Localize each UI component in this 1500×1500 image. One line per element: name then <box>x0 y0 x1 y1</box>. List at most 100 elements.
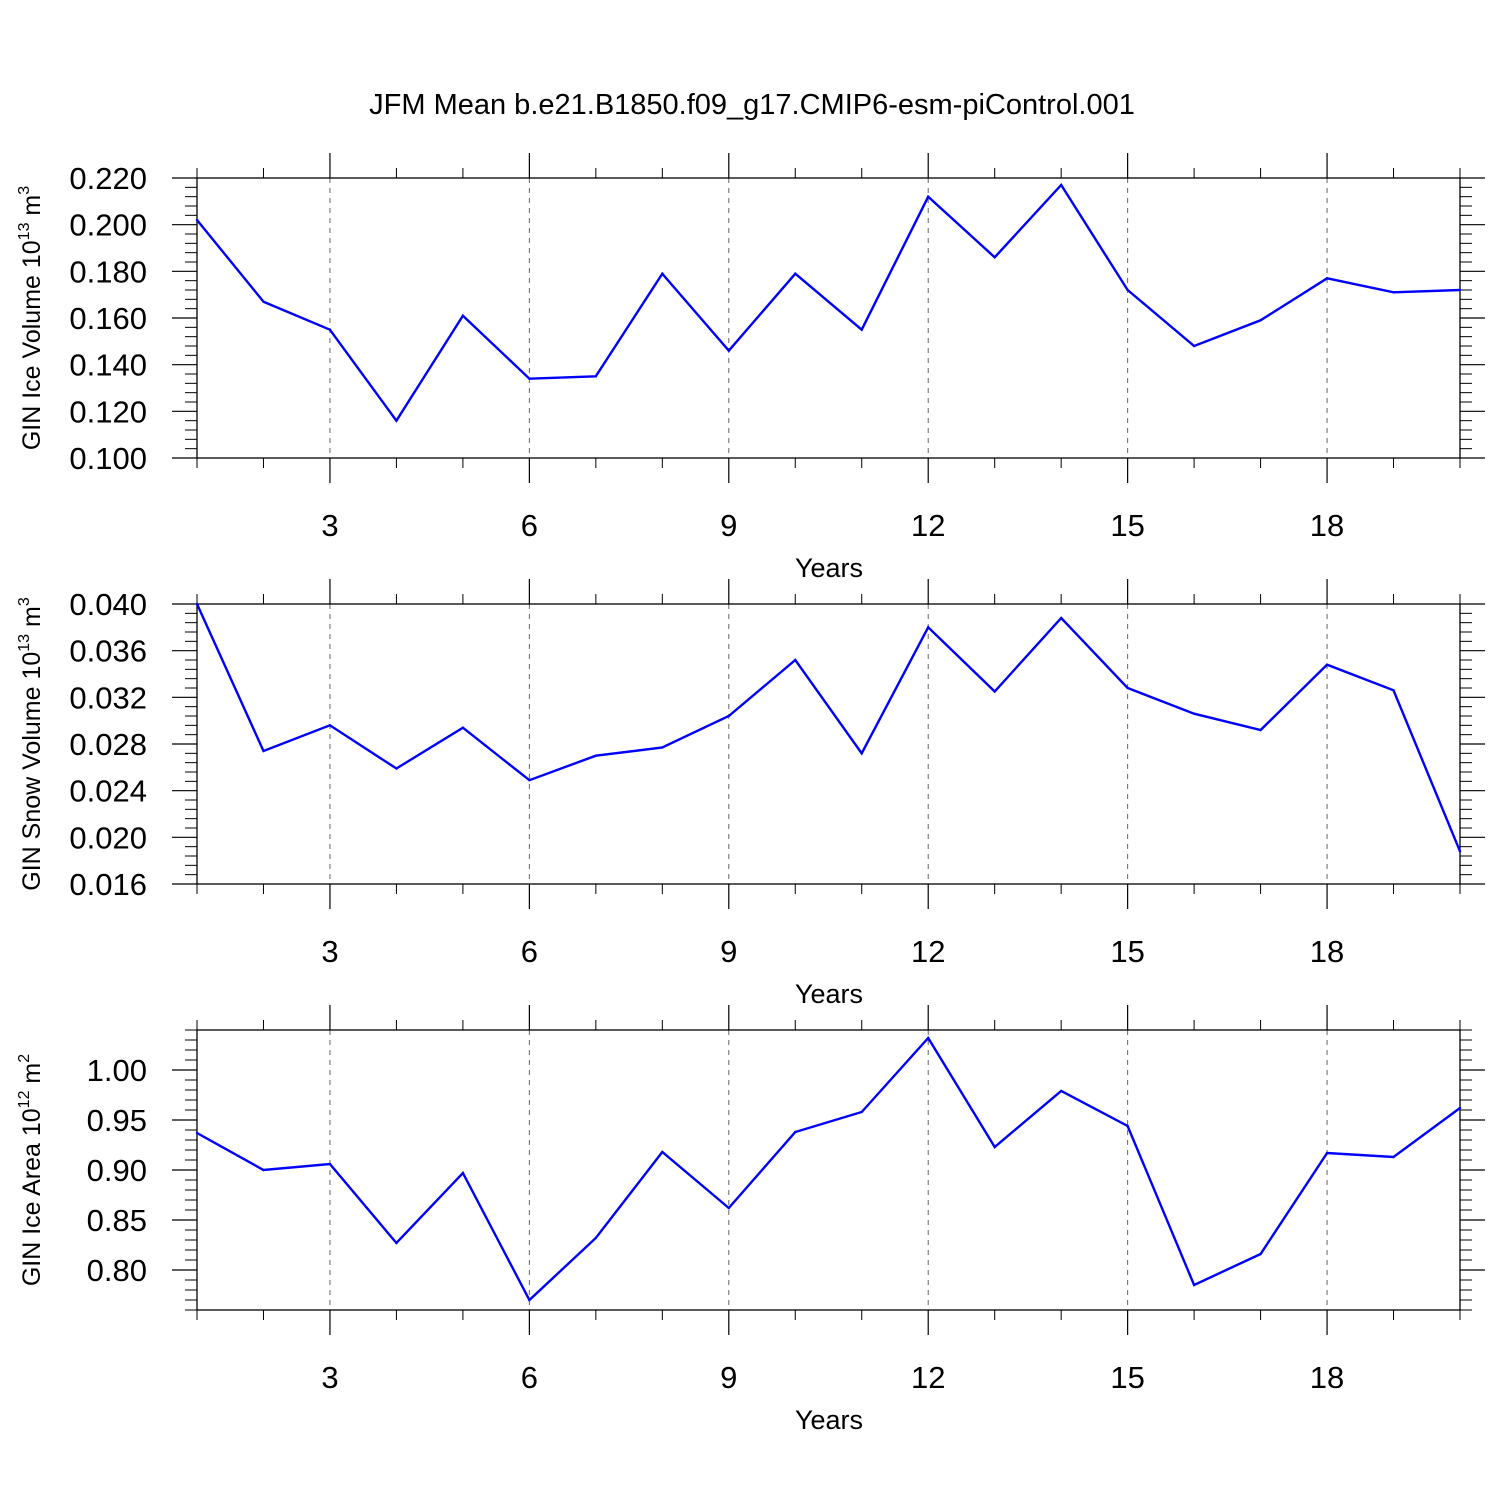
data-point <box>1192 1283 1196 1287</box>
data-point <box>1325 277 1329 280</box>
data-point <box>727 714 730 718</box>
data-point <box>1325 663 1329 666</box>
x-tick-label: 3 <box>321 508 338 543</box>
y-axis-label-unit-exponent: 3 <box>16 186 33 195</box>
y-tick-label: 0.220 <box>69 161 147 196</box>
data-point <box>1325 1151 1329 1155</box>
data-point <box>860 752 863 755</box>
data-point <box>262 300 265 303</box>
x-tick-label: 15 <box>1110 1360 1144 1395</box>
data-point <box>1458 850 1462 853</box>
data-point <box>1259 319 1262 322</box>
data-point <box>1458 1106 1462 1110</box>
y-axis-label: GIN Ice Area 1012 m2 <box>16 1054 46 1286</box>
x-tick-label: 3 <box>321 1360 338 1395</box>
data-point <box>528 377 531 380</box>
y-tick-label: 0.85 <box>87 1203 147 1238</box>
data-point <box>794 658 797 662</box>
data-point <box>262 749 265 753</box>
y-tick-label: 0.80 <box>87 1253 147 1288</box>
data-point <box>594 1236 598 1240</box>
data-point <box>195 218 199 222</box>
data-point <box>1126 1124 1129 1128</box>
chart-panel-ice-area: 0.80 0.85 0.90 0.95 1.00 3 6 9 12 15 18 Years GIN Ic… <box>16 1005 1485 1435</box>
y-tick-label: 0.160 <box>69 301 147 336</box>
y-axis-label-exponent: 12 <box>16 1090 33 1108</box>
data-point <box>1392 689 1395 692</box>
x-tick-label: 6 <box>521 1360 538 1395</box>
plot-frame <box>196 603 1461 885</box>
data-point <box>1392 291 1395 294</box>
data-point <box>661 272 664 275</box>
data-point <box>461 726 465 729</box>
data-point <box>328 328 332 331</box>
data-point <box>395 1241 398 1245</box>
y-axis-label-text: GIN Snow Volume 10 <box>18 652 46 891</box>
data-point <box>1458 288 1462 292</box>
data-point <box>727 349 730 352</box>
data-point <box>1126 288 1129 292</box>
y-axis-label-exponent: 13 <box>16 222 33 240</box>
y-axis-label-unit: m <box>18 195 46 223</box>
chart-panel-ice-volume: 0.100 0.120 0.140 0.160 0.180 0.200 0.220 3 6 9 12… <box>16 153 1485 583</box>
data-point <box>993 256 996 259</box>
y-axis-label-unit-exponent: 2 <box>16 1054 33 1063</box>
x-tick-label: 18 <box>1310 508 1344 543</box>
y-tick-label: 0.024 <box>69 774 147 809</box>
x-axis-label: Years <box>795 979 863 1009</box>
data-point <box>1059 183 1063 187</box>
data-point <box>727 1206 730 1210</box>
plot-frame <box>196 1029 1461 1311</box>
data-point <box>395 419 398 422</box>
y-tick-label: 0.140 <box>69 348 147 383</box>
y-axis-label-text: GIN Ice Volume 10 <box>18 240 46 450</box>
x-tick-label: 12 <box>911 1360 945 1395</box>
y-tick-label: 0.95 <box>87 1103 147 1138</box>
data-point <box>461 1171 465 1175</box>
y-tick-label: 0.200 <box>69 208 147 243</box>
data-point <box>993 1145 996 1149</box>
x-axis-label: Years <box>795 553 863 583</box>
data-point <box>794 1130 797 1134</box>
series-line-snow-volume <box>195 603 1462 852</box>
y-tick-label: 0.180 <box>69 254 147 289</box>
y-tick-label: 0.028 <box>69 727 147 762</box>
data-point <box>661 746 664 749</box>
y-axis-label-unit: m <box>18 606 46 634</box>
y-axis-label-text: GIN Ice Area 10 <box>18 1108 46 1286</box>
data-point <box>927 195 930 198</box>
data-point <box>1059 616 1063 620</box>
x-tick-label: 15 <box>1110 934 1144 969</box>
x-tick-label: 12 <box>911 508 945 543</box>
y-tick-label: 0.032 <box>69 680 147 715</box>
data-point <box>594 375 598 378</box>
data-point <box>528 778 531 782</box>
x-tick-label: 6 <box>521 934 538 969</box>
plot-frame <box>196 177 1461 459</box>
data-point <box>860 328 863 331</box>
data-point <box>1192 712 1196 715</box>
x-tick-label: 9 <box>720 508 737 543</box>
x-tick-label: 18 <box>1310 934 1344 969</box>
y-axis-label-exponent: 13 <box>16 634 33 652</box>
x-axis-label: Years <box>795 1405 863 1435</box>
data-point <box>794 272 797 275</box>
y-tick-label: 0.120 <box>69 394 147 429</box>
data-point <box>1192 344 1196 348</box>
y-axis-label-unit: m <box>18 1063 46 1091</box>
data-point <box>927 1036 930 1040</box>
series-line-ice-volume <box>196 183 1461 423</box>
data-point <box>927 626 930 629</box>
figure-title: JFM Mean b.e21.B1850.f09_g17.CMIP6-esm-p… <box>369 89 1135 121</box>
series-line-ice-area <box>196 1035 1461 1302</box>
y-tick-label: 0.036 <box>69 634 147 669</box>
data-point <box>195 1131 199 1135</box>
y-axis-label: GIN Ice Volume 1013 m3 <box>16 186 46 450</box>
y-tick-label: 0.100 <box>69 441 147 476</box>
x-tick-label: 9 <box>720 934 737 969</box>
y-axis-label: GIN Snow Volume 1013 m3 <box>16 597 46 891</box>
x-tick-label: 15 <box>1110 508 1144 543</box>
y-tick-label: 0.90 <box>87 1153 147 1188</box>
data-point <box>1392 1155 1395 1159</box>
data-point <box>594 754 598 757</box>
